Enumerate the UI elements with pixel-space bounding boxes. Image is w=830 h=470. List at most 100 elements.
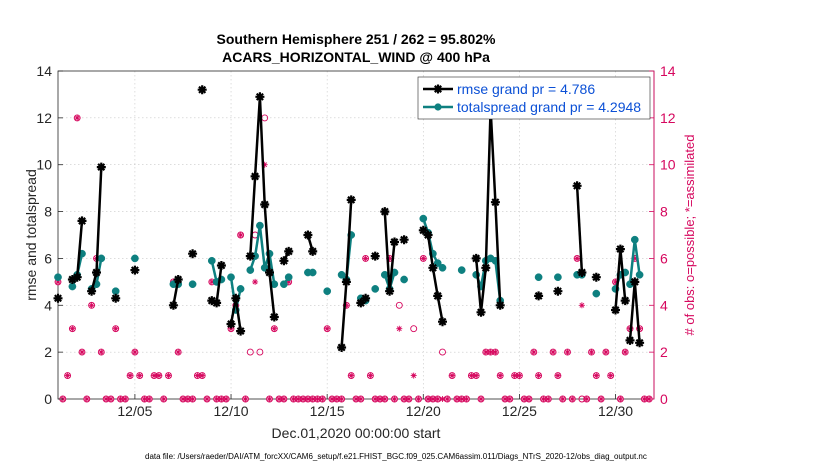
obs-assimilated-point [588, 349, 595, 356]
obs-assimilated-point [122, 396, 129, 402]
obs-assimilated-point [468, 372, 475, 379]
legend-spread-label: totalspread grand pr = 4.2948 [457, 99, 641, 115]
obs-assimilated-point [439, 396, 446, 402]
obs-assimilated-point [478, 396, 484, 402]
rmse-point [308, 246, 318, 256]
rmse-line-segment [474, 107, 502, 314]
y-tick-label: 12 [36, 110, 52, 126]
obs-assimilated-point [107, 396, 114, 402]
spread-point [256, 221, 264, 230]
obs-assimilated-point [194, 372, 201, 379]
obs-assimilated-point [362, 255, 369, 262]
obs-assimilated-point [348, 372, 355, 379]
rmse-line-segment [71, 220, 84, 281]
rmse-point [380, 207, 390, 217]
obs-possible-point [395, 301, 403, 309]
obs-assimilated-point [353, 396, 359, 402]
rmse-point [279, 256, 289, 266]
obs-assimilated-point [482, 349, 489, 356]
obs-counts [54, 114, 653, 403]
obs-assimilated-point [74, 114, 81, 121]
y-tick-label: 0 [44, 391, 52, 407]
obs-assimilated-point [324, 325, 331, 332]
spread-point [323, 287, 332, 296]
rmse-point [635, 338, 645, 348]
y2-tick-label: 4 [660, 297, 668, 313]
obs-assimilated-point [617, 396, 624, 402]
x-tick-label: 12/30 [598, 403, 633, 419]
rmse-point [346, 195, 356, 205]
obs-assimilated-point [492, 349, 499, 356]
y2-tick-label: 2 [660, 344, 668, 360]
rmse-point [490, 197, 500, 207]
rmse-point [418, 225, 428, 235]
spread-point [227, 273, 235, 282]
obs-assimilated-point [372, 396, 379, 402]
rmse-point [495, 300, 505, 310]
rmse-point [77, 216, 87, 226]
obs-assimilated-point [564, 349, 571, 356]
obs-assimilated-point [83, 396, 90, 402]
x-tick-label: 12/15 [310, 403, 345, 419]
obs-possible-point [256, 348, 264, 356]
obs-assimilated-point [401, 396, 408, 402]
obs-assimilated-point [55, 278, 61, 285]
rmse-point [361, 293, 371, 303]
obs-assimilated-point [280, 396, 287, 402]
obs-assimilated-point [285, 278, 292, 285]
obs-possible-point [410, 325, 418, 333]
obs-assimilated-point [420, 255, 427, 262]
obs-assimilated-point [314, 396, 321, 402]
obs-assimilated-point [136, 372, 143, 379]
obs-assimilated-point [329, 396, 335, 402]
obs-assimilated-point [213, 396, 220, 402]
obs-assimilated-point [357, 396, 364, 402]
rmse-point [620, 296, 630, 306]
obs-assimilated-point [377, 396, 383, 402]
footnote: data file: /Users/raeder/DAI/ATM_forcXX/… [145, 452, 647, 461]
spread-point [284, 273, 293, 282]
rmse-point [399, 235, 409, 245]
spread-point [419, 214, 428, 223]
spread-point [337, 270, 346, 279]
y-tick-label: 10 [36, 157, 52, 173]
obs-assimilated-point [333, 396, 340, 402]
obs-assimilated-point [127, 372, 134, 379]
obs-assimilated-point [237, 232, 244, 238]
obs-assimilated-point [602, 349, 609, 356]
obs-assimilated-point [304, 396, 311, 402]
obs-assimilated-point [612, 278, 619, 285]
rmse-point [130, 265, 140, 275]
obs-assimilated-point [165, 372, 172, 379]
rmse-point [212, 298, 222, 308]
spread-point [111, 287, 120, 296]
rmse-point [226, 319, 236, 329]
obs-assimilated-point [381, 396, 388, 402]
y-tick-label: 8 [44, 204, 52, 220]
obs-assimilated-point [473, 372, 480, 379]
chart-title: Southern Hemisphere 251 / 262 = 95.802% [217, 31, 497, 47]
obs-assimilated-point [583, 396, 590, 402]
rmse-point [67, 275, 77, 284]
rmse-point [481, 263, 491, 273]
rmse-point [255, 92, 265, 102]
obs-assimilated-point [506, 396, 513, 402]
rmse-point [341, 277, 351, 287]
obs-assimilated-point [338, 396, 345, 402]
obs-assimilated-point [199, 372, 206, 379]
obs-assimilated-point [184, 396, 191, 402]
obs-assimilated-point [175, 349, 182, 356]
obs-assimilated-point [444, 396, 451, 402]
rmse-point [72, 272, 82, 282]
obs-assimilated-point [242, 396, 249, 402]
spread-point [131, 254, 139, 263]
obs-assimilated-point [103, 396, 110, 402]
x-tick-label: 12/10 [214, 403, 249, 419]
rmse-point [96, 162, 106, 172]
obs-assimilated-point [189, 396, 196, 402]
rmse-point [534, 291, 544, 301]
rmse-point [428, 263, 438, 273]
rmse-point [476, 307, 486, 317]
rmse-point [231, 293, 241, 303]
obs-assimilated-point [290, 396, 297, 402]
